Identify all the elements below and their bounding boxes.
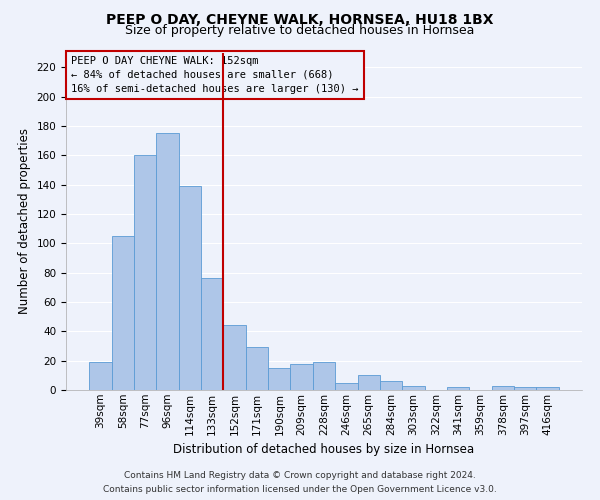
Bar [179, 186, 201, 390]
Text: Size of property relative to detached houses in Hornsea: Size of property relative to detached ho… [125, 24, 475, 37]
Bar [313, 362, 335, 390]
Bar [380, 381, 402, 390]
Bar [447, 387, 469, 390]
Bar [89, 362, 112, 390]
Bar [358, 376, 380, 390]
Text: PEEP O DAY, CHEYNE WALK, HORNSEA, HU18 1BX: PEEP O DAY, CHEYNE WALK, HORNSEA, HU18 1… [106, 12, 494, 26]
Bar [491, 386, 514, 390]
Bar [134, 155, 157, 390]
Y-axis label: Number of detached properties: Number of detached properties [18, 128, 31, 314]
Bar [335, 382, 358, 390]
Bar [514, 387, 536, 390]
Bar [157, 133, 179, 390]
Text: Contains HM Land Registry data © Crown copyright and database right 2024.
Contai: Contains HM Land Registry data © Crown c… [103, 472, 497, 494]
X-axis label: Distribution of detached houses by size in Hornsea: Distribution of detached houses by size … [173, 443, 475, 456]
Bar [223, 326, 246, 390]
Bar [536, 387, 559, 390]
Bar [268, 368, 290, 390]
Bar [246, 348, 268, 390]
Text: PEEP O DAY CHEYNE WALK: 152sqm
← 84% of detached houses are smaller (668)
16% of: PEEP O DAY CHEYNE WALK: 152sqm ← 84% of … [71, 56, 359, 94]
Bar [402, 386, 425, 390]
Bar [201, 278, 223, 390]
Bar [112, 236, 134, 390]
Bar [290, 364, 313, 390]
